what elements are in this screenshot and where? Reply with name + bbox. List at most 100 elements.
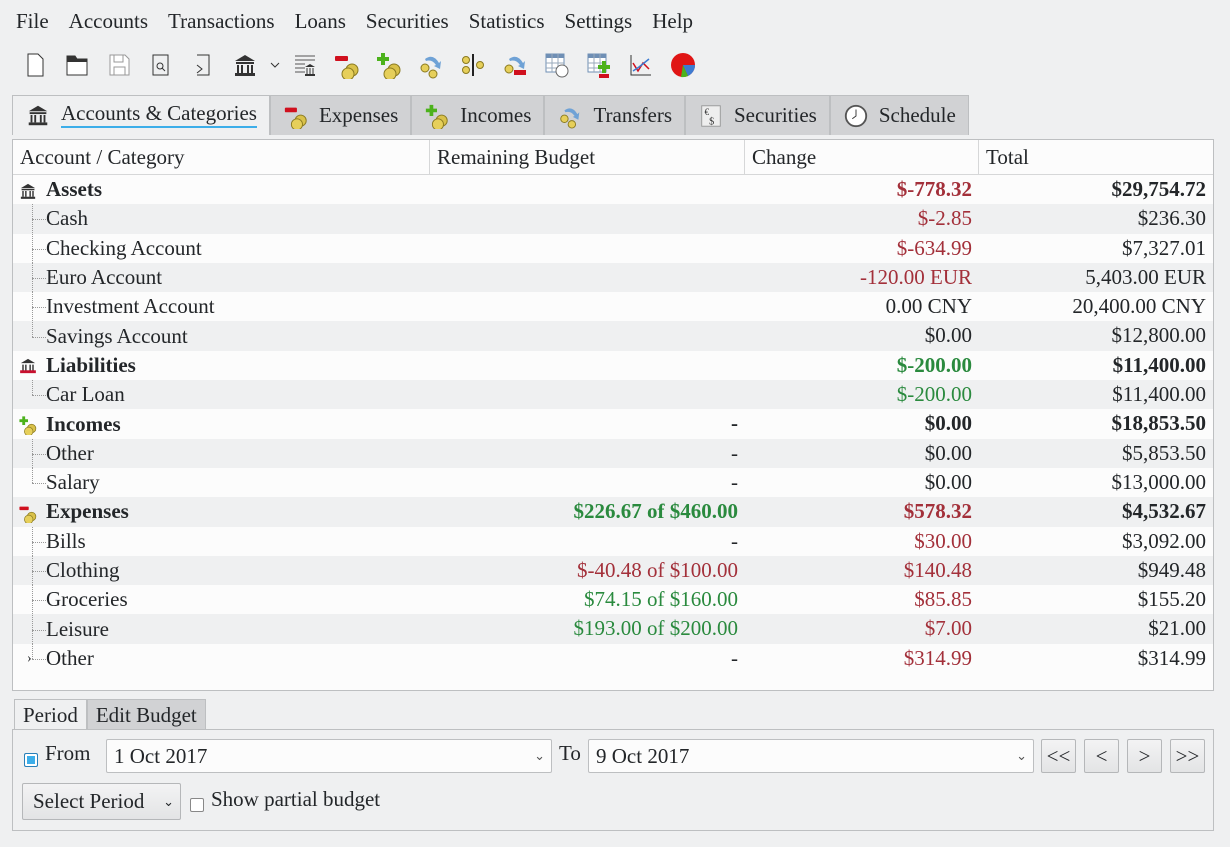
- menu-loans[interactable]: Loans: [294, 9, 346, 33]
- tree-row[interactable]: Investment Account 0.00 CNY 20,400.00 CNY: [13, 292, 1213, 322]
- tree-guide: ›: [20, 643, 46, 673]
- change-cell: 0.00 CNY: [885, 294, 972, 319]
- first-period-button[interactable]: <<: [1041, 739, 1076, 773]
- change-cell: $-200.00: [896, 382, 972, 407]
- total-cell: $29,754.72: [1111, 177, 1207, 201]
- tree-row[interactable]: Savings Account $0.00 $12,800.00: [13, 321, 1213, 351]
- chevron-down-button[interactable]: [266, 46, 284, 84]
- split-transaction-button[interactable]: [452, 46, 494, 84]
- group-row[interactable]: Expenses $226.67 of $460.00 $578.32 $4,532.…: [13, 497, 1213, 527]
- bank-account-button[interactable]: [224, 46, 266, 84]
- select-period-button[interactable]: Select Period ⌄: [22, 783, 181, 820]
- scheduled-transactions-button[interactable]: [536, 46, 578, 84]
- group-row[interactable]: Incomes - $0.00 $18,853.50: [13, 409, 1213, 438]
- transfer-icon: [557, 103, 583, 129]
- change-cell: $578.32: [903, 499, 972, 524]
- tree-row[interactable]: Salary - $0.00 $13,000.00: [13, 468, 1213, 497]
- security-table-icon: [585, 51, 613, 79]
- new-transfer-button[interactable]: [410, 46, 452, 84]
- menu-settings[interactable]: Settings: [564, 9, 633, 33]
- pie-chart-button[interactable]: [662, 46, 704, 84]
- total-cell: $949.48: [1137, 557, 1206, 582]
- tree-row[interactable]: Groceries $74.15 of $160.00 $85.85 $155.20: [13, 585, 1213, 615]
- new-income-button[interactable]: [368, 46, 410, 84]
- tab-securities[interactable]: € $ Securities: [685, 95, 830, 135]
- group-row[interactable]: Liabilities $-200.00 $11,400.00: [13, 351, 1213, 380]
- tree-row[interactable]: Euro Account -120.00 EUR 5,403.00 EUR: [13, 262, 1213, 293]
- next-period-button[interactable]: >: [1127, 739, 1162, 773]
- tree-guide: [20, 380, 46, 409]
- select-period-label: Select Period: [33, 789, 145, 813]
- tree-row[interactable]: Bills - $30.00 $3,092.00: [13, 526, 1213, 556]
- column-header-account[interactable]: Account / Category: [13, 140, 430, 174]
- tree-row[interactable]: Clothing $-40.48 of $100.00 $140.48 $949.48: [13, 555, 1213, 586]
- change-cell: $140.48: [903, 557, 972, 582]
- tab-schedule[interactable]: Schedule: [829, 95, 969, 135]
- tree-row[interactable]: Other - $0.00 $5,853.50: [13, 438, 1213, 468]
- menu-help[interactable]: Help: [652, 9, 694, 33]
- new-expense-button[interactable]: [326, 46, 368, 84]
- to-date-value: 9 Oct 2017: [596, 744, 690, 768]
- tree-guide: [20, 468, 46, 497]
- tree-row[interactable]: Cash $-2.85 $236.30: [13, 204, 1213, 234]
- open-folder-icon: [63, 51, 91, 79]
- new-debt-payment-button[interactable]: [494, 46, 536, 84]
- toolbar: [14, 46, 704, 84]
- expand-arrow-icon[interactable]: ›: [27, 650, 32, 666]
- expense-icon: [283, 103, 309, 129]
- tab-period[interactable]: Period: [14, 699, 87, 730]
- bank-icon: [25, 102, 51, 128]
- remaining-budget-cell: [430, 175, 745, 204]
- chevron-down-icon: ⌄: [163, 794, 174, 809]
- import-button[interactable]: [182, 46, 224, 84]
- menu-statistics[interactable]: Statistics: [468, 9, 545, 33]
- tab-accounts-categories[interactable]: Accounts & Categories: [12, 95, 270, 135]
- column-header-change[interactable]: Change: [745, 140, 979, 174]
- chevron-down-icon: ⌄: [534, 748, 545, 763]
- menu-securities[interactable]: Securities: [365, 9, 449, 33]
- open-folder-button[interactable]: [56, 46, 98, 84]
- print-preview-button[interactable]: [140, 46, 182, 84]
- menu-accounts[interactable]: Accounts: [68, 9, 148, 33]
- column-header-total[interactable]: Total: [986, 145, 1029, 169]
- tree-guide: [20, 204, 46, 234]
- tab-expenses[interactable]: Expenses: [269, 95, 412, 135]
- tab-label: Incomes: [460, 103, 532, 127]
- from-date-combo[interactable]: 1 Oct 2017 ⌄: [106, 739, 552, 773]
- balance-account-button[interactable]: [284, 46, 326, 84]
- tree-guide: [20, 233, 46, 263]
- total-cell: $21.00: [1148, 616, 1206, 641]
- tree-row[interactable]: Car Loan $-200.00 $11,400.00: [13, 380, 1213, 410]
- remaining-budget-cell: $193.00 of $200.00: [573, 616, 739, 641]
- row-name: Expenses: [46, 499, 129, 524]
- bank-icon: [18, 180, 38, 200]
- to-date-combo[interactable]: 9 Oct 2017 ⌄: [588, 739, 1034, 773]
- menu-file[interactable]: File: [16, 9, 49, 33]
- total-cell: 20,400.00 CNY: [1072, 294, 1206, 319]
- tab-incomes[interactable]: Incomes: [411, 95, 545, 135]
- from-label: From: [45, 741, 91, 765]
- tree-row[interactable]: Checking Account $-634.99 $7,327.01: [13, 233, 1213, 263]
- tree-row[interactable]: › Other - $314.99 $314.99: [13, 643, 1213, 673]
- total-cell: $7,327.01: [1122, 235, 1206, 260]
- tree-guide: [20, 526, 46, 556]
- group-row[interactable]: Assets $-778.32 $29,754.72: [13, 175, 1213, 204]
- tree-row[interactable]: Leisure $193.00 of $200.00 $7.00 $21.00: [13, 614, 1213, 644]
- previous-period-button[interactable]: <: [1084, 739, 1119, 773]
- tab-transfers[interactable]: Transfers: [544, 95, 685, 135]
- last-period-button[interactable]: >>: [1170, 739, 1205, 773]
- tab-edit-budget[interactable]: Edit Budget: [86, 699, 206, 730]
- menu-transactions[interactable]: Transactions: [168, 9, 275, 33]
- column-header-budget[interactable]: Remaining Budget: [430, 140, 745, 174]
- partial-budget-checkbox[interactable]: [190, 798, 204, 812]
- save-button[interactable]: [98, 46, 140, 84]
- from-checkbox[interactable]: [24, 753, 38, 767]
- bottom-tabs: Period Edit Budget: [14, 699, 206, 730]
- remaining-budget-cell: $-40.48 of $100.00: [577, 557, 738, 582]
- line-chart-button[interactable]: [620, 46, 662, 84]
- row-name: Cash: [46, 206, 88, 231]
- remaining-budget-cell: -: [731, 645, 738, 670]
- security-table-button[interactable]: [578, 46, 620, 84]
- new-file-button[interactable]: [14, 46, 56, 84]
- total-cell: $11,400.00: [1112, 352, 1206, 377]
